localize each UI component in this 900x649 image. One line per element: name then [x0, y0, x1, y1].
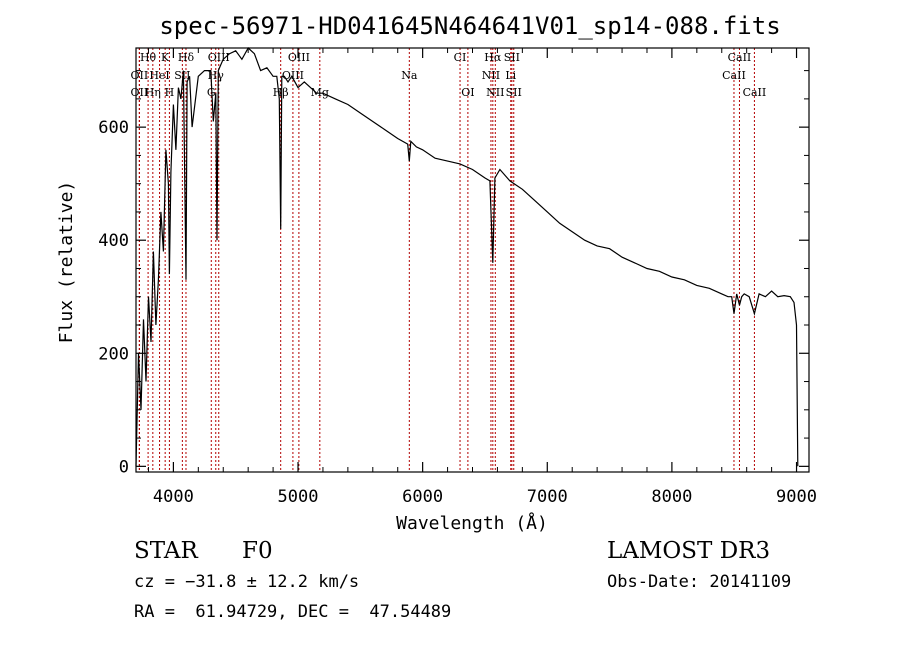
spectral-line-label: Hγ: [208, 69, 225, 82]
spectral-line-label: NII: [482, 69, 500, 82]
spectral-line-label: OI: [461, 86, 474, 99]
x-tick-label: 7000: [527, 487, 568, 507]
spectral-line-label: Li: [505, 69, 516, 82]
spectral-line-label: CaII: [722, 69, 746, 82]
spectral-line-label: OIII: [282, 69, 304, 82]
object-subclass: F0: [242, 538, 273, 564]
spectral-line-label: Hβ: [273, 86, 289, 99]
x-axis: 4000 5000 6000 7000 8000 9000: [147, 48, 817, 507]
x-tick-label: 8000: [651, 487, 692, 507]
y-tick-label: 0: [119, 457, 129, 477]
x-tick-label: 6000: [402, 487, 443, 507]
spectral-line-label: CaII: [728, 51, 752, 64]
y-axis-label: Flux (relative): [56, 181, 77, 344]
x-tick-label: 4000: [153, 487, 194, 507]
spectral-line-labels: OIIHθOIIHηHeIKHSIIHδGOIIIHγHβOIIIOIIIMgN…: [131, 51, 767, 99]
spectral-line-label: Hη: [145, 86, 161, 99]
spectrum-line: [135, 47, 799, 467]
object-class: STAR: [134, 538, 198, 564]
spectral-line-label: OIII: [208, 51, 230, 64]
x-tick-label: 5000: [278, 487, 319, 507]
spectral-line-label: Na: [401, 69, 418, 82]
survey-name: LAMOST DR3: [607, 538, 771, 564]
observation-date: Obs-Date: 20141109: [607, 572, 792, 592]
spectral-line-label: SII: [506, 86, 522, 99]
x-axis-label: Wavelength (Å): [396, 512, 548, 534]
redshift-cz: cz = −31.8 ± 12.2 km/s: [134, 572, 360, 592]
spectral-line-label: CaII: [743, 86, 767, 99]
spectral-line-label: OIII: [288, 51, 310, 64]
coordinates: RA = 61.94729, DEC = 47.54489: [134, 602, 452, 622]
spectral-line-label: OII: [131, 86, 149, 99]
spectral-line-label: Hα: [484, 51, 502, 64]
spectral-line-label: OII: [131, 69, 149, 82]
spectral-line-label: HeI: [149, 69, 169, 82]
spectral-line-label: Mg: [311, 86, 329, 99]
spectral-line-label: SII: [504, 51, 520, 64]
y-tick-label: 400: [98, 231, 129, 251]
plot-frame: [135, 47, 810, 473]
spectral-line-label: Hθ: [140, 51, 157, 64]
x-tick-label: 9000: [776, 487, 817, 507]
spectral-line-label: NII: [486, 86, 504, 99]
chart-title: spec-56971-HD041645N464641V01_sp14-088.f…: [159, 12, 780, 40]
spectral-line-markers: [138, 48, 755, 472]
spectral-line-label: SII: [174, 69, 190, 82]
y-tick-label: 200: [98, 344, 129, 364]
spectral-line-label: K: [161, 51, 170, 64]
spectral-line-label: H: [165, 86, 175, 99]
y-axis: 0 200 400 600: [98, 70, 809, 477]
spectral-line-label: Hδ: [178, 51, 195, 64]
y-tick-label: 600: [98, 118, 129, 138]
spectral-line-label: CI: [454, 51, 467, 64]
